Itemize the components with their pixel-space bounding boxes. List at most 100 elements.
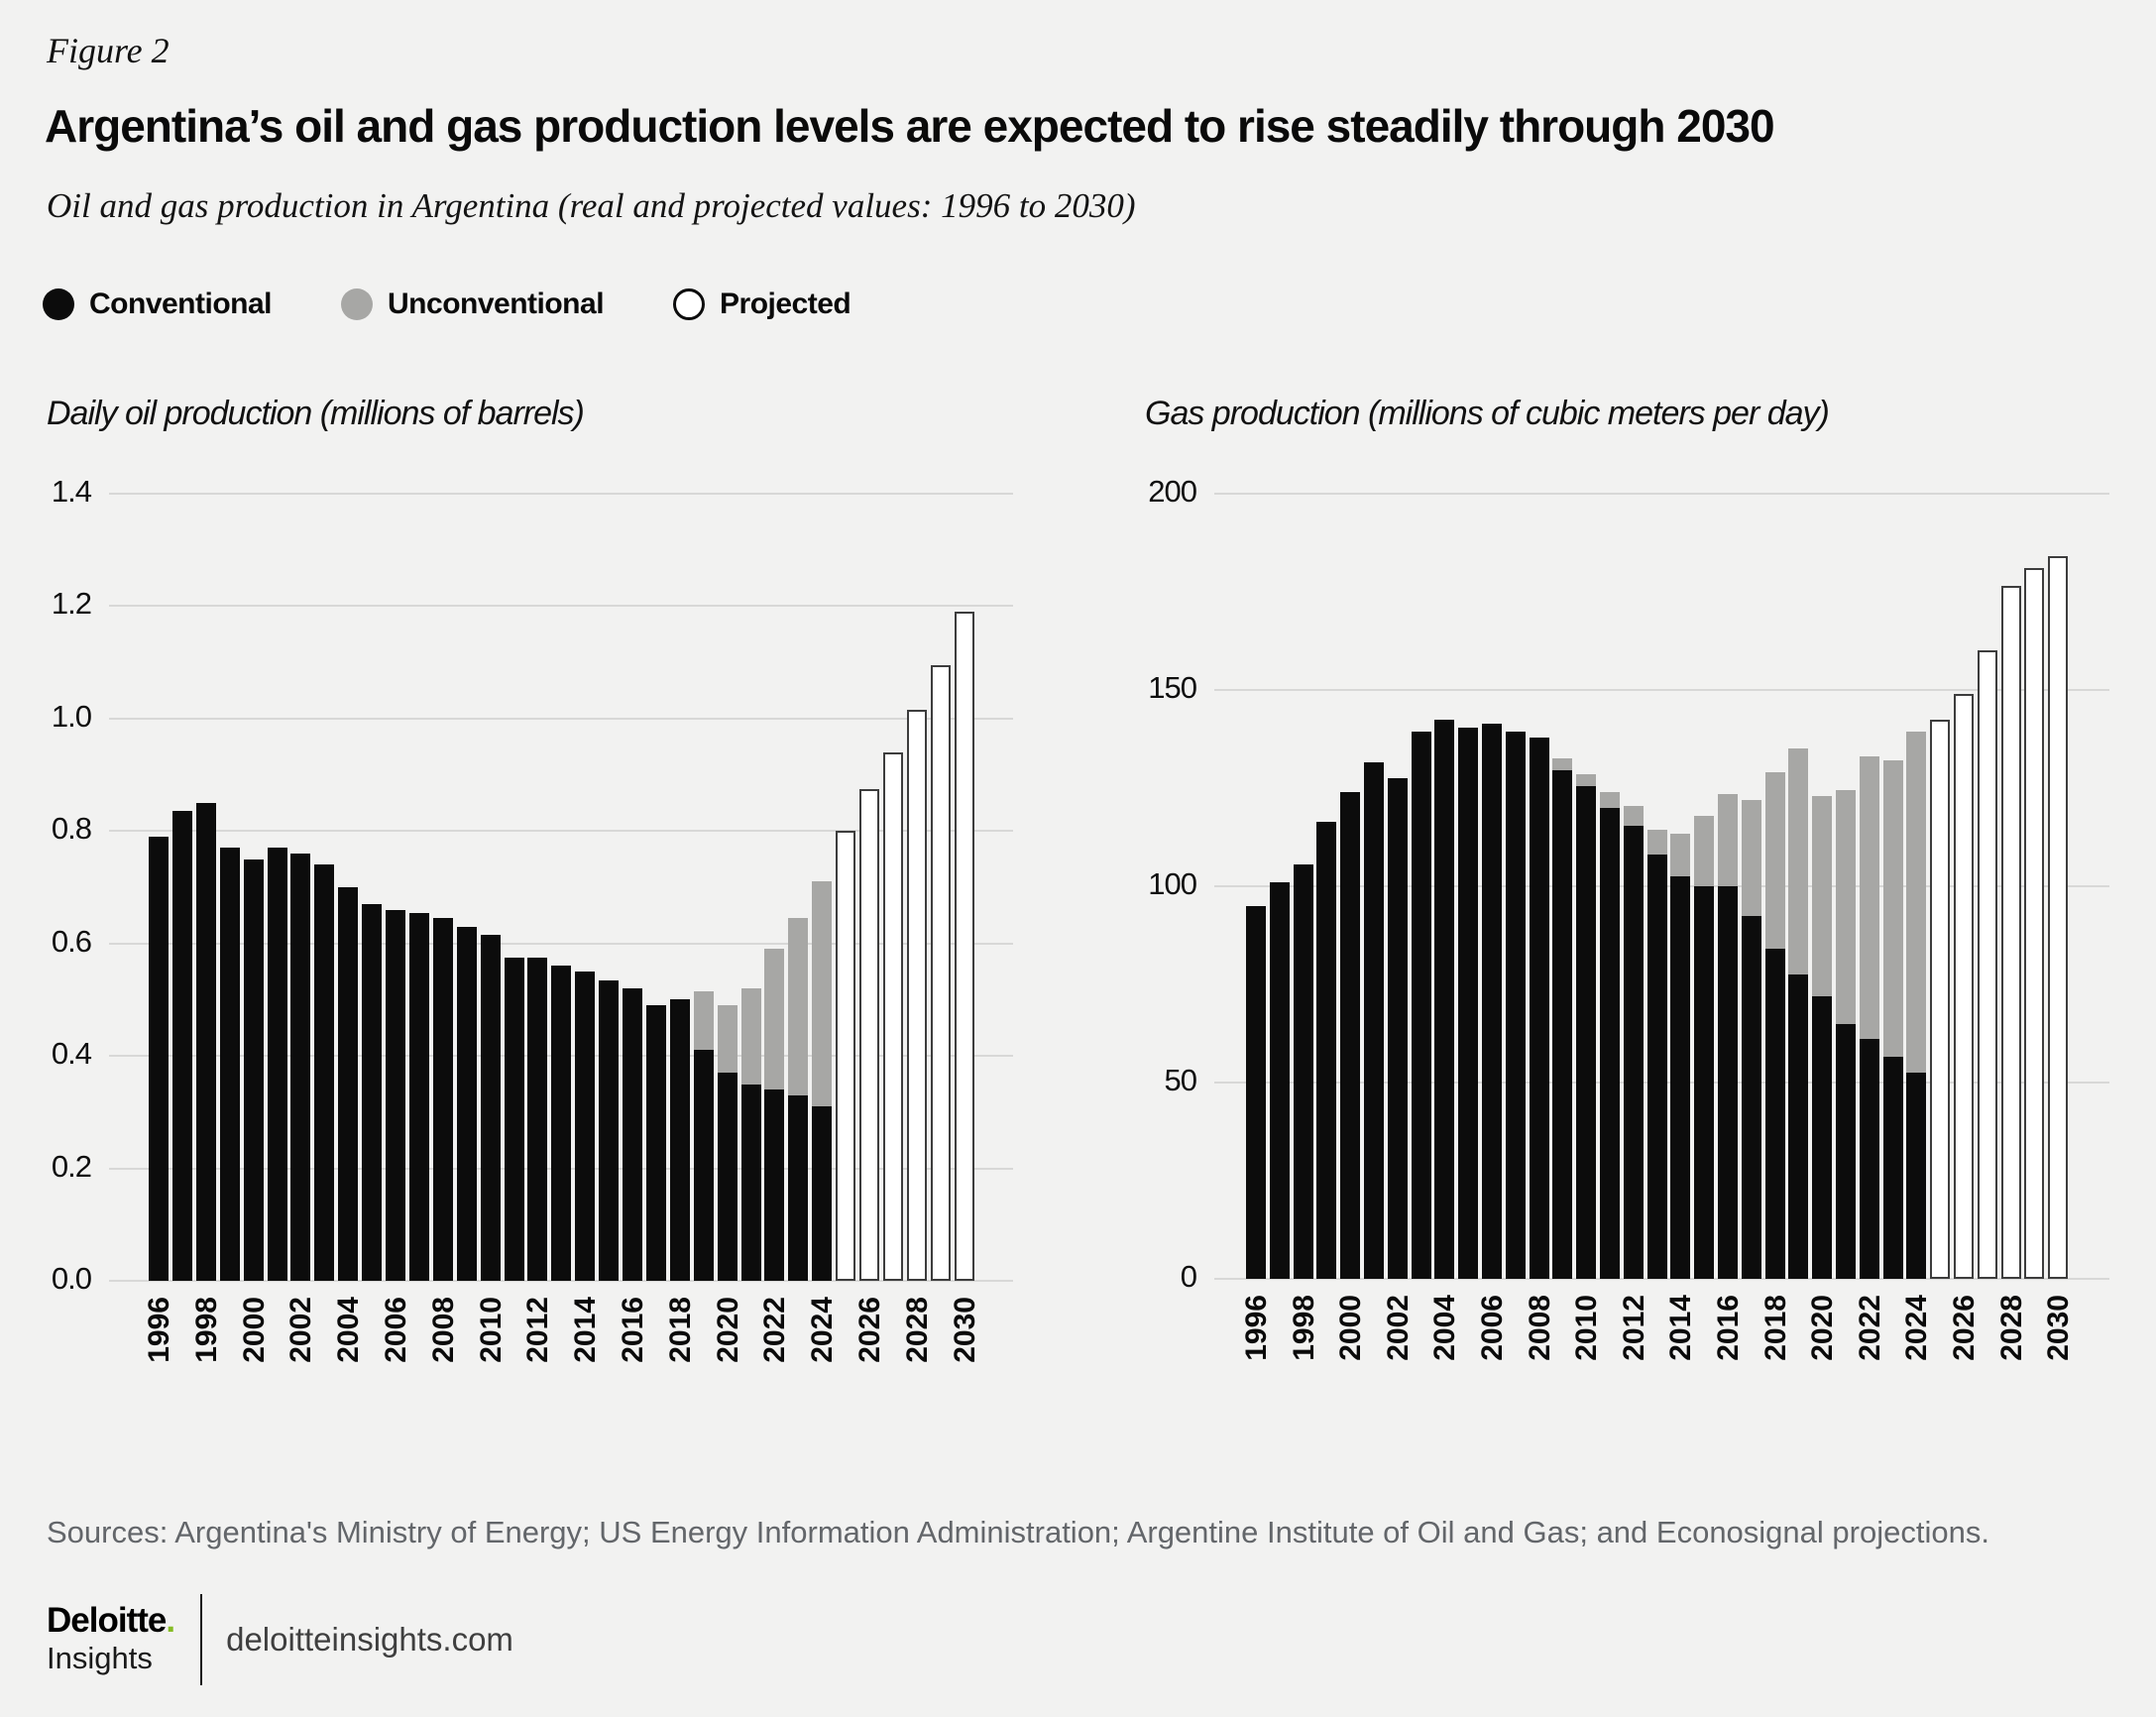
x-axis-tick-label: 2004	[332, 1297, 366, 1363]
y-axis-tick-label: 200	[1148, 474, 1197, 509]
bar-1997-conventional	[1269, 882, 1290, 1279]
y-axis-tick-label: 1.4	[51, 474, 92, 509]
y-axis-tick-label: 50	[1164, 1063, 1197, 1097]
bar-2005-conventional	[1458, 727, 1479, 1279]
bar-2029-projected	[2024, 568, 2045, 1279]
gridline	[109, 493, 1013, 495]
x-axis-tick-label: 2010	[1570, 1295, 1604, 1361]
bar-2003-conventional	[314, 864, 335, 1281]
bar-2014-unconventional	[1670, 833, 1691, 877]
x-axis-tick-label: 2000	[1334, 1295, 1368, 1361]
bar-2001-conventional	[267, 848, 287, 1281]
bar-2006-conventional	[1482, 723, 1502, 1279]
x-axis-tick-label: 2014	[1664, 1295, 1698, 1361]
bar-2019-unconventional	[1788, 748, 1809, 975]
bar-2020-conventional	[717, 1073, 738, 1281]
bar-2019-conventional	[693, 1050, 714, 1281]
bar-2020-unconventional	[1812, 795, 1833, 996]
bar-2023-unconventional	[1882, 760, 1903, 1058]
bar-2030-projected	[954, 612, 974, 1281]
bar-2026-projected	[859, 788, 879, 1281]
x-axis-tick-label: 2018	[1759, 1295, 1792, 1361]
deloitte-site-link[interactable]: deloitteinsights.com	[226, 1621, 513, 1658]
bar-2001-conventional	[1364, 762, 1384, 1279]
bar-2022-unconventional	[1859, 756, 1879, 1040]
bar-2005-conventional	[362, 904, 383, 1281]
bar-2030-projected	[2048, 556, 2069, 1279]
bar-2028-projected	[2000, 586, 2021, 1279]
y-axis-tick-label: 1.0	[51, 698, 92, 734]
bar-2025-projected	[836, 831, 856, 1281]
bar-2029-projected	[930, 664, 951, 1281]
bar-1999-conventional	[219, 848, 240, 1281]
legend-label: Unconventional	[388, 287, 605, 320]
legend-item-projected: Projected	[673, 287, 851, 321]
figure-title: Argentina’s oil and gas production level…	[45, 100, 1775, 152]
bar-2017-conventional	[645, 1005, 666, 1281]
bar-2018-conventional	[669, 999, 690, 1281]
bar-2022-unconventional	[764, 949, 785, 1090]
x-axis-tick-label: 2024	[806, 1297, 840, 1363]
conventional-swatch-icon	[43, 288, 74, 320]
bar-2014-conventional	[1670, 876, 1691, 1279]
bar-1996-conventional	[149, 836, 169, 1281]
bar-2011-conventional	[1600, 807, 1620, 1279]
legend-label: Conventional	[89, 287, 273, 320]
x-axis-tick-label: 2026	[1948, 1295, 1981, 1361]
figure-label: Figure 2	[47, 31, 170, 70]
bar-2010-conventional	[1576, 786, 1597, 1279]
gas-chart-title: Gas production (millions of cubic meters…	[1145, 395, 1830, 432]
x-axis-tick-label: 2002	[1381, 1295, 1415, 1361]
x-axis-tick-label: 2028	[1994, 1295, 2028, 1361]
bar-2012-conventional	[527, 957, 548, 1281]
bar-2023-conventional	[788, 1094, 809, 1281]
y-axis-tick-label: 0	[1180, 1259, 1197, 1294]
bar-2023-conventional	[1882, 1057, 1903, 1279]
legend: Conventional Unconventional Projected	[43, 287, 920, 321]
bar-2000-conventional	[243, 858, 264, 1281]
gridline	[109, 830, 1013, 833]
x-axis-tick-label: 2010	[474, 1297, 508, 1363]
x-axis-tick-label: 2026	[853, 1297, 886, 1363]
gridline	[109, 942, 1013, 945]
bar-2011-conventional	[504, 957, 524, 1281]
x-axis-tick-label: 2022	[1853, 1295, 1886, 1361]
bar-2003-conventional	[1411, 731, 1431, 1279]
x-axis-tick-label: 2020	[711, 1297, 744, 1363]
legend-item-unconventional: Unconventional	[341, 287, 605, 321]
bar-2024-unconventional	[812, 881, 833, 1107]
x-axis-tick-label: 2030	[948, 1297, 981, 1363]
oil-chart-plot: 0.0 0.2 0.4 0.6 0.8 1.0 1.2 1.4 1996 1998 2000 2002…	[52, 474, 1013, 1363]
x-axis-tick-label: 2020	[1806, 1295, 1840, 1361]
gridline	[1214, 689, 2109, 691]
gridline	[109, 1280, 1013, 1282]
y-axis-tick-label: 0.6	[51, 923, 92, 959]
y-axis-tick-label: 0.2	[51, 1148, 92, 1184]
bar-2022-conventional	[764, 1089, 785, 1281]
bar-2008-conventional	[432, 918, 453, 1281]
bar-2014-conventional	[575, 972, 596, 1281]
bar-2012-unconventional	[1623, 805, 1644, 826]
deloitte-green-dot-icon: .	[166, 1601, 175, 1641]
gridline	[1214, 493, 2109, 495]
bar-2017-conventional	[1741, 915, 1761, 1279]
bar-2024-conventional	[1906, 1073, 1927, 1279]
figure-subtitle: Oil and gas production in Argentina (rea…	[47, 186, 1136, 225]
sources-note: Sources: Argentina's Ministry of Energy;…	[47, 1515, 1989, 1549]
x-axis-tick-label: 2004	[1428, 1295, 1462, 1361]
y-axis-tick-label: 0.4	[51, 1036, 92, 1072]
gridline	[109, 717, 1013, 720]
bar-1997-conventional	[171, 811, 192, 1281]
x-axis-tick-label: 1998	[189, 1297, 223, 1363]
x-axis-tick-label: 2012	[1617, 1295, 1650, 1361]
bar-2021-conventional	[1836, 1023, 1856, 1279]
bar-2002-conventional	[290, 853, 311, 1281]
oil-chart-title: Daily oil production (millions of barrel…	[47, 395, 585, 432]
unconventional-swatch-icon	[341, 288, 374, 320]
x-axis-tick-label: 2022	[758, 1297, 792, 1363]
bar-2023-unconventional	[788, 918, 809, 1095]
deloitte-logo: Deloitte. Insights	[47, 1601, 175, 1675]
bar-2019-conventional	[1788, 974, 1809, 1279]
bar-2021-unconventional	[1836, 790, 1856, 1024]
